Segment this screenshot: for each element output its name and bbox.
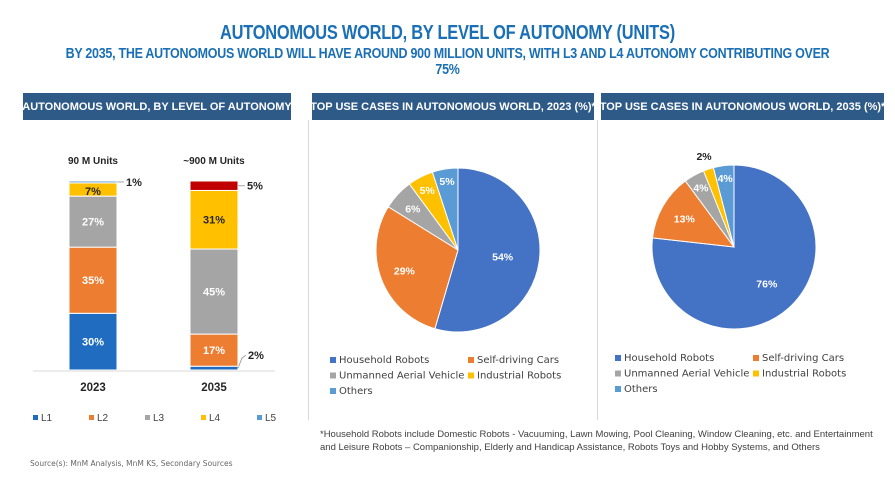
bar-data-label: 5% bbox=[247, 181, 263, 193]
pie-data-label: 5% bbox=[439, 176, 455, 188]
pie-slice-others bbox=[712, 164, 735, 248]
legend-label: Self-driving Cars bbox=[477, 355, 559, 366]
bar-data-label: 30% bbox=[82, 337, 104, 349]
main-title: AUTONOMOUS WORLD, BY LEVEL OF AUTONOMY (… bbox=[220, 22, 675, 44]
legend-label: Unmanned Aerial Vehicle bbox=[339, 371, 464, 382]
legend-label: Household Robots bbox=[624, 353, 714, 364]
bar-segment-l5-2023 bbox=[68, 180, 118, 184]
legend-swatch-l1 bbox=[33, 415, 38, 420]
bar-data-label: 27% bbox=[82, 217, 104, 229]
bar-data-label: 31% bbox=[203, 215, 225, 227]
footnote: *Household Robots include Domestic Robot… bbox=[320, 429, 873, 453]
pie-data-label: 29% bbox=[394, 265, 416, 277]
pie-slice-self-driving-cars bbox=[375, 206, 459, 330]
bar-total-label: ~900 M Units bbox=[183, 156, 245, 167]
legend-label-l5: L5 bbox=[265, 413, 277, 424]
bar-data-label: 45% bbox=[203, 287, 225, 299]
bar-segment-l4-2035 bbox=[189, 189, 239, 250]
panel-header-2023: TOP USE CASES IN AUTONOMOUS WORLD, 2023 … bbox=[310, 93, 596, 120]
panel-header-2035: TOP USE CASES IN AUTONOMOUS WORLD, 2035 … bbox=[600, 93, 885, 120]
panel-divider bbox=[308, 120, 309, 420]
legend-swatch-l2 bbox=[89, 415, 94, 420]
bar-data-label: 1% bbox=[126, 177, 142, 189]
x-tick-label: 2023 bbox=[80, 382, 106, 394]
legend-swatch-l4 bbox=[201, 415, 206, 420]
pie-slice-household-robots bbox=[434, 167, 541, 333]
legend-swatch-l3 bbox=[145, 415, 150, 420]
legend-swatch bbox=[330, 372, 336, 379]
pie-data-label: 6% bbox=[405, 203, 421, 215]
legend-label-l2: L2 bbox=[97, 413, 109, 424]
pie-data-label: 5% bbox=[420, 185, 436, 197]
legend-swatch-l5 bbox=[257, 415, 262, 420]
bar-segment-l2-2035 bbox=[189, 333, 239, 367]
callout-line bbox=[237, 354, 247, 369]
pie-data-label: 4% bbox=[718, 173, 734, 185]
pie-slice-others bbox=[431, 167, 459, 251]
source-note: Source(s): MnM Analysis, MnM KS, Seconda… bbox=[30, 459, 233, 468]
legend-label: Household Robots bbox=[339, 355, 429, 366]
legend-label-l4: L4 bbox=[209, 413, 221, 424]
legend-swatch bbox=[330, 388, 336, 394]
bar-data-label: 2% bbox=[248, 350, 264, 362]
legend-label: Others bbox=[339, 386, 373, 397]
x-tick-label: 2035 bbox=[201, 382, 227, 394]
pie-slice-self-driving-cars bbox=[651, 180, 736, 248]
legend-swatch bbox=[615, 355, 621, 361]
pie-data-label: 13% bbox=[674, 213, 696, 225]
subtitle: BY 2035, THE AUTONOMOUS WORLD WILL HAVE … bbox=[65, 46, 830, 78]
legend-label: Industrial Robots bbox=[762, 369, 846, 380]
legend-label-l1: L1 bbox=[41, 413, 53, 424]
legend-swatch bbox=[615, 370, 621, 377]
pie-slice-household-robots bbox=[651, 164, 817, 330]
bar-data-label: 35% bbox=[82, 275, 104, 287]
bar-data-label: 7% bbox=[85, 186, 101, 198]
legend-label-l3: L3 bbox=[153, 413, 165, 424]
legend-swatch bbox=[468, 372, 474, 379]
bar-total-label: 90 M Units bbox=[68, 156, 118, 167]
legend-label: Self-driving Cars bbox=[762, 353, 844, 364]
legend-swatch bbox=[330, 357, 336, 363]
bar-segment-l3-2023 bbox=[68, 195, 118, 248]
panel-header-levels: AUTONOMOUS WORLD, BY LEVEL OF AUTONOMY bbox=[22, 93, 292, 120]
legend-label: Others bbox=[624, 384, 658, 395]
bar-segment-l1-2035 bbox=[189, 365, 239, 371]
legend-label: Industrial Robots bbox=[477, 371, 561, 382]
legend-label: Unmanned Aerial Vehicle bbox=[624, 369, 749, 380]
legend-swatch bbox=[615, 386, 621, 392]
legend-swatch bbox=[468, 357, 474, 363]
pie-data-label: 54% bbox=[492, 251, 514, 263]
legend-swatch bbox=[753, 370, 759, 377]
bar-data-label: 17% bbox=[203, 345, 225, 357]
pie-data-label: 2% bbox=[696, 151, 712, 163]
bar-segment-l5-2035 bbox=[189, 180, 239, 191]
pie-data-label: 76% bbox=[756, 279, 778, 291]
pie-data-label: 4% bbox=[693, 183, 709, 195]
panel-divider bbox=[597, 120, 598, 420]
legend-swatch bbox=[753, 355, 759, 361]
